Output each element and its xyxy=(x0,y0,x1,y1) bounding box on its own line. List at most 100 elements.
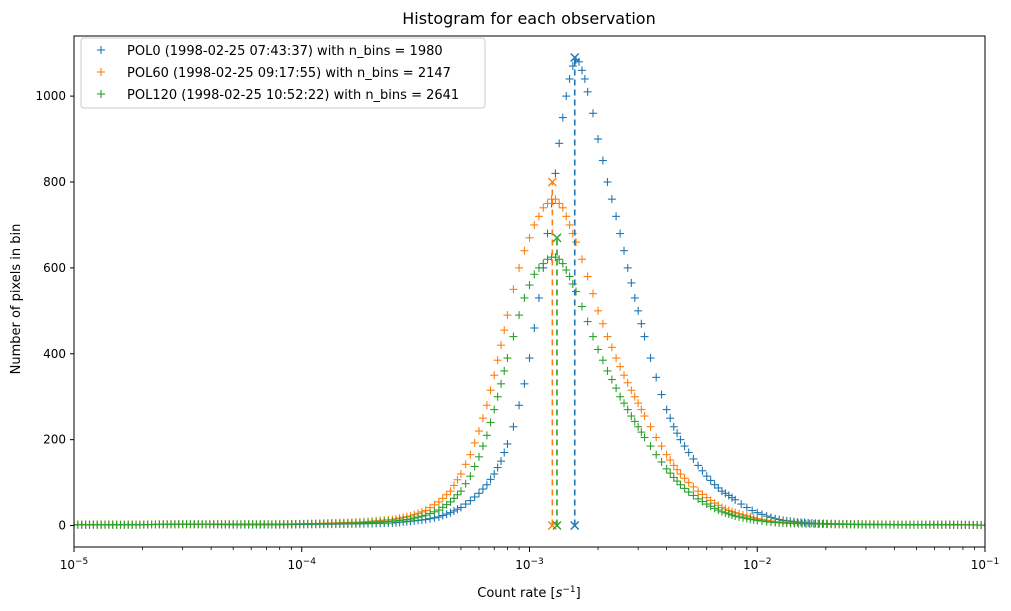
data-point xyxy=(742,514,751,523)
data-point xyxy=(634,306,643,315)
data-point xyxy=(669,422,678,431)
data-point xyxy=(607,343,616,352)
data-point xyxy=(565,220,574,229)
data-point xyxy=(482,431,491,440)
data-point xyxy=(630,392,639,401)
y-tick-label: 400 xyxy=(43,347,66,361)
data-point xyxy=(673,429,682,438)
data-point xyxy=(580,74,589,83)
data-point xyxy=(748,506,757,515)
data-point xyxy=(478,414,487,423)
data-point xyxy=(417,512,426,521)
data-point xyxy=(426,509,435,518)
data-point xyxy=(565,74,574,83)
data-point xyxy=(530,324,539,332)
data-point xyxy=(453,490,462,499)
data-point xyxy=(680,442,689,451)
data-point xyxy=(757,517,766,526)
data-point xyxy=(493,392,502,401)
data-point xyxy=(482,401,491,410)
data-point xyxy=(497,457,506,466)
data-point xyxy=(515,401,524,410)
data-point xyxy=(694,461,703,470)
data-point xyxy=(666,456,675,465)
data-point xyxy=(583,272,592,281)
legend-label-1: POL60 (1998-02-25 09:17:55) with n_bins … xyxy=(127,66,451,81)
data-point xyxy=(446,497,455,506)
data-point xyxy=(710,504,719,513)
data-point xyxy=(646,442,655,451)
y-tick-label: 200 xyxy=(43,433,66,447)
data-point xyxy=(694,487,703,496)
data-point xyxy=(575,57,584,66)
data-point xyxy=(478,442,487,451)
data-point xyxy=(662,405,671,414)
data-point xyxy=(430,500,439,509)
data-point xyxy=(555,199,564,208)
data-point xyxy=(669,461,678,470)
data-point xyxy=(551,195,560,204)
data-point xyxy=(453,475,462,484)
data-point xyxy=(490,470,499,478)
peak-x-marker-0 xyxy=(570,52,580,531)
data-point xyxy=(577,302,586,311)
data-point xyxy=(603,366,612,375)
data-point xyxy=(456,503,465,512)
data-point xyxy=(646,422,655,431)
data-point xyxy=(543,199,552,208)
data-point xyxy=(598,156,607,165)
data-point xyxy=(620,371,629,380)
data-point xyxy=(543,255,552,264)
data-point xyxy=(594,135,603,144)
data-point xyxy=(616,362,625,371)
data-point xyxy=(637,428,646,437)
data-point xyxy=(714,483,723,492)
legend: POL0 (1998-02-25 07:43:37) with n_bins =… xyxy=(80,37,486,109)
data-point xyxy=(640,412,649,421)
data-point xyxy=(470,462,479,471)
data-point xyxy=(623,378,632,387)
data-point xyxy=(534,212,543,221)
data-point xyxy=(612,354,621,363)
data-point xyxy=(470,492,479,501)
data-point xyxy=(562,212,571,221)
data-point xyxy=(662,450,671,459)
data-point xyxy=(474,452,483,461)
x-mark xyxy=(552,521,562,531)
data-point xyxy=(515,263,524,272)
data-point xyxy=(474,427,483,436)
data-point xyxy=(666,414,675,423)
data-point xyxy=(456,470,465,478)
x-mark xyxy=(570,521,580,531)
x-mark xyxy=(570,52,580,62)
data-point xyxy=(493,463,502,472)
data-point xyxy=(698,497,707,506)
data-point xyxy=(434,512,443,521)
data-point xyxy=(568,229,577,238)
data-point xyxy=(558,113,567,122)
y-tick-label: 600 xyxy=(43,261,66,275)
data-point xyxy=(503,439,512,448)
legend-marker-2 xyxy=(97,90,105,98)
data-point xyxy=(493,356,502,365)
data-point xyxy=(446,487,455,496)
data-point xyxy=(742,503,751,512)
data-point xyxy=(749,515,758,524)
data-point xyxy=(577,255,586,264)
data-point xyxy=(497,379,506,388)
data-marks xyxy=(74,52,985,531)
data-point xyxy=(470,438,479,447)
data-point xyxy=(714,506,723,515)
chart-title: Histogram for each observation xyxy=(402,9,655,28)
data-point xyxy=(453,505,462,514)
data-point xyxy=(640,433,649,442)
series-2-markers xyxy=(74,253,985,530)
data-point xyxy=(466,450,475,459)
data-point xyxy=(652,450,661,459)
data-point xyxy=(616,229,625,238)
data-point xyxy=(652,373,661,382)
data-point xyxy=(684,488,693,497)
data-point xyxy=(637,405,646,414)
data-point xyxy=(603,178,612,186)
data-point xyxy=(466,496,475,505)
